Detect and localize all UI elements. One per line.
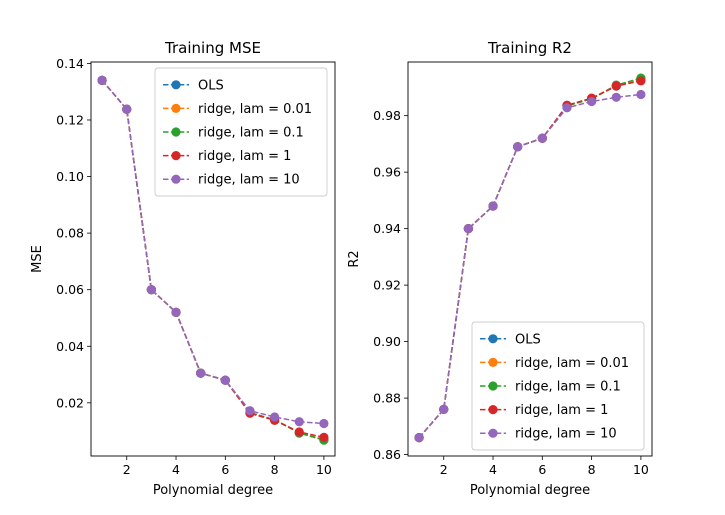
- x-tick-label: 10: [633, 462, 649, 477]
- legend-marker: [488, 334, 498, 344]
- y-tick-label: 0.14: [56, 56, 84, 71]
- data-point: [294, 427, 304, 437]
- data-point: [319, 432, 329, 442]
- chart-panel-1: Training MSE 2 4 6 8 10 0.02 0.04 0.06 0.08 0.10 0.…: [30, 39, 336, 498]
- data-point: [537, 133, 547, 143]
- data-point: [270, 412, 280, 422]
- data-point: [319, 418, 329, 429]
- data-point: [488, 201, 498, 211]
- legend-marker: [488, 357, 498, 367]
- chart-panel-2: Training R2 2 4 6 8 10 0.86 0.88 0.90 0.92 0.94 0.9…: [347, 39, 653, 498]
- series-line-5: [418, 93, 641, 439]
- legend-marker: [488, 381, 498, 391]
- legend-label: ridge, lam = 10: [198, 173, 300, 188]
- legend-marker: [171, 103, 181, 113]
- chart-title: Training MSE: [164, 39, 261, 57]
- legend: OLS ridge, lam = 0.01 ridge, lam = 0.1 ridg…: [471, 321, 645, 451]
- data-point: [196, 368, 206, 378]
- data-point: [220, 375, 230, 385]
- x-tick-label: 6: [221, 462, 229, 477]
- data-point: [636, 76, 646, 86]
- legend-label: ridge, lam = 0.1: [198, 126, 304, 141]
- axes-frame: [407, 61, 653, 457]
- y-tick-label: 0.08: [56, 226, 84, 241]
- legend-label: ridge, lam = 1: [198, 149, 291, 164]
- x-tick-label: 6: [538, 462, 546, 477]
- data-point: [171, 307, 181, 317]
- legend-label: ridge, lam = 0.01: [515, 356, 629, 371]
- legend-marker: [171, 80, 181, 90]
- x-axis-label: Polynomial degree: [153, 483, 273, 498]
- legend-marker: [171, 174, 181, 184]
- data-point: [97, 75, 107, 85]
- data-point: [439, 404, 449, 414]
- data-point: [611, 81, 621, 91]
- data-point: [122, 104, 132, 114]
- data-point: [146, 285, 156, 295]
- x-tick-label: 4: [172, 462, 180, 477]
- y-tick-label: 0.98: [373, 108, 401, 123]
- y-tick-label: 0.10: [56, 169, 84, 184]
- data-point: [636, 89, 646, 100]
- x-tick-label: 8: [271, 462, 279, 477]
- legend-box: [154, 67, 328, 197]
- y-tick-label: 0.06: [56, 282, 84, 297]
- data-point: [562, 103, 572, 113]
- y-tick-label: 0.12: [56, 112, 84, 127]
- x-tick-label: 10: [316, 462, 332, 477]
- chart-title: Training R2: [487, 39, 572, 57]
- x-tick-label: 2: [123, 462, 131, 477]
- data-point: [294, 417, 304, 427]
- legend-label: OLS: [515, 332, 541, 347]
- series-line-5: [101, 79, 324, 425]
- legend-label: ridge, lam = 1: [515, 403, 608, 418]
- legend-box: [471, 321, 645, 451]
- x-tick-label: 4: [489, 462, 497, 477]
- legend-label: OLS: [198, 78, 224, 93]
- y-axis-label: MSE: [30, 245, 45, 273]
- x-tick-label: 2: [440, 462, 448, 477]
- data-point: [245, 406, 255, 416]
- axes-frame: [90, 61, 336, 457]
- x-tick-label: 8: [588, 462, 596, 477]
- data-point: [513, 142, 523, 152]
- y-tick-label: 0.04: [56, 339, 84, 354]
- legend-label: ridge, lam = 0.1: [515, 380, 621, 395]
- y-tick-label: 0.96: [373, 165, 401, 180]
- legend-marker: [488, 428, 498, 438]
- y-tick-label: 0.90: [373, 334, 401, 349]
- legend-label: ridge, lam = 0.01: [198, 102, 312, 117]
- legend: OLS ridge, lam = 0.01 ridge, lam = 0.1 ridg…: [154, 67, 328, 197]
- data-point: [587, 96, 597, 107]
- legend-marker: [488, 405, 498, 415]
- x-axis-label: Polynomial degree: [470, 483, 590, 498]
- y-tick-label: 0.86: [373, 447, 401, 462]
- legend-marker: [171, 151, 181, 161]
- y-axis-label: R2: [347, 250, 362, 267]
- data-point: [611, 92, 621, 102]
- y-tick-label: 0.94: [373, 221, 401, 236]
- data-point: [414, 433, 424, 443]
- y-tick-label: 0.92: [373, 278, 401, 293]
- y-tick-label: 0.02: [56, 395, 84, 410]
- legend-label: ridge, lam = 10: [515, 427, 617, 442]
- y-tick-label: 0.88: [373, 391, 401, 406]
- legend-marker: [171, 127, 181, 137]
- data-point: [463, 224, 473, 234]
